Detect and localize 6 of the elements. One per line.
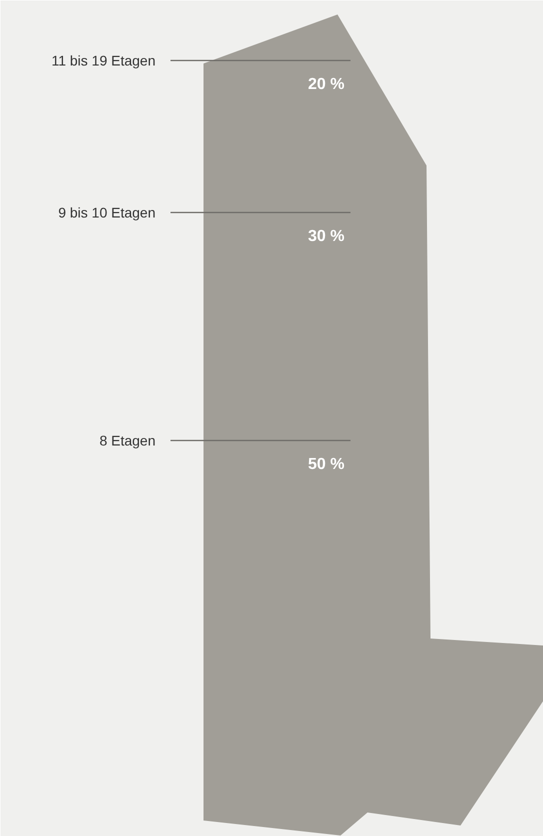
data-label: 20 % <box>308 76 344 93</box>
category-label: 11 bis 19 Etagen <box>51 52 156 68</box>
category-label: 8 Etagen <box>99 432 156 448</box>
data-label: 30 % <box>308 228 344 245</box>
category-label: 9 bis 10 Etagen <box>58 204 156 220</box>
data-label: 50 % <box>308 456 344 473</box>
